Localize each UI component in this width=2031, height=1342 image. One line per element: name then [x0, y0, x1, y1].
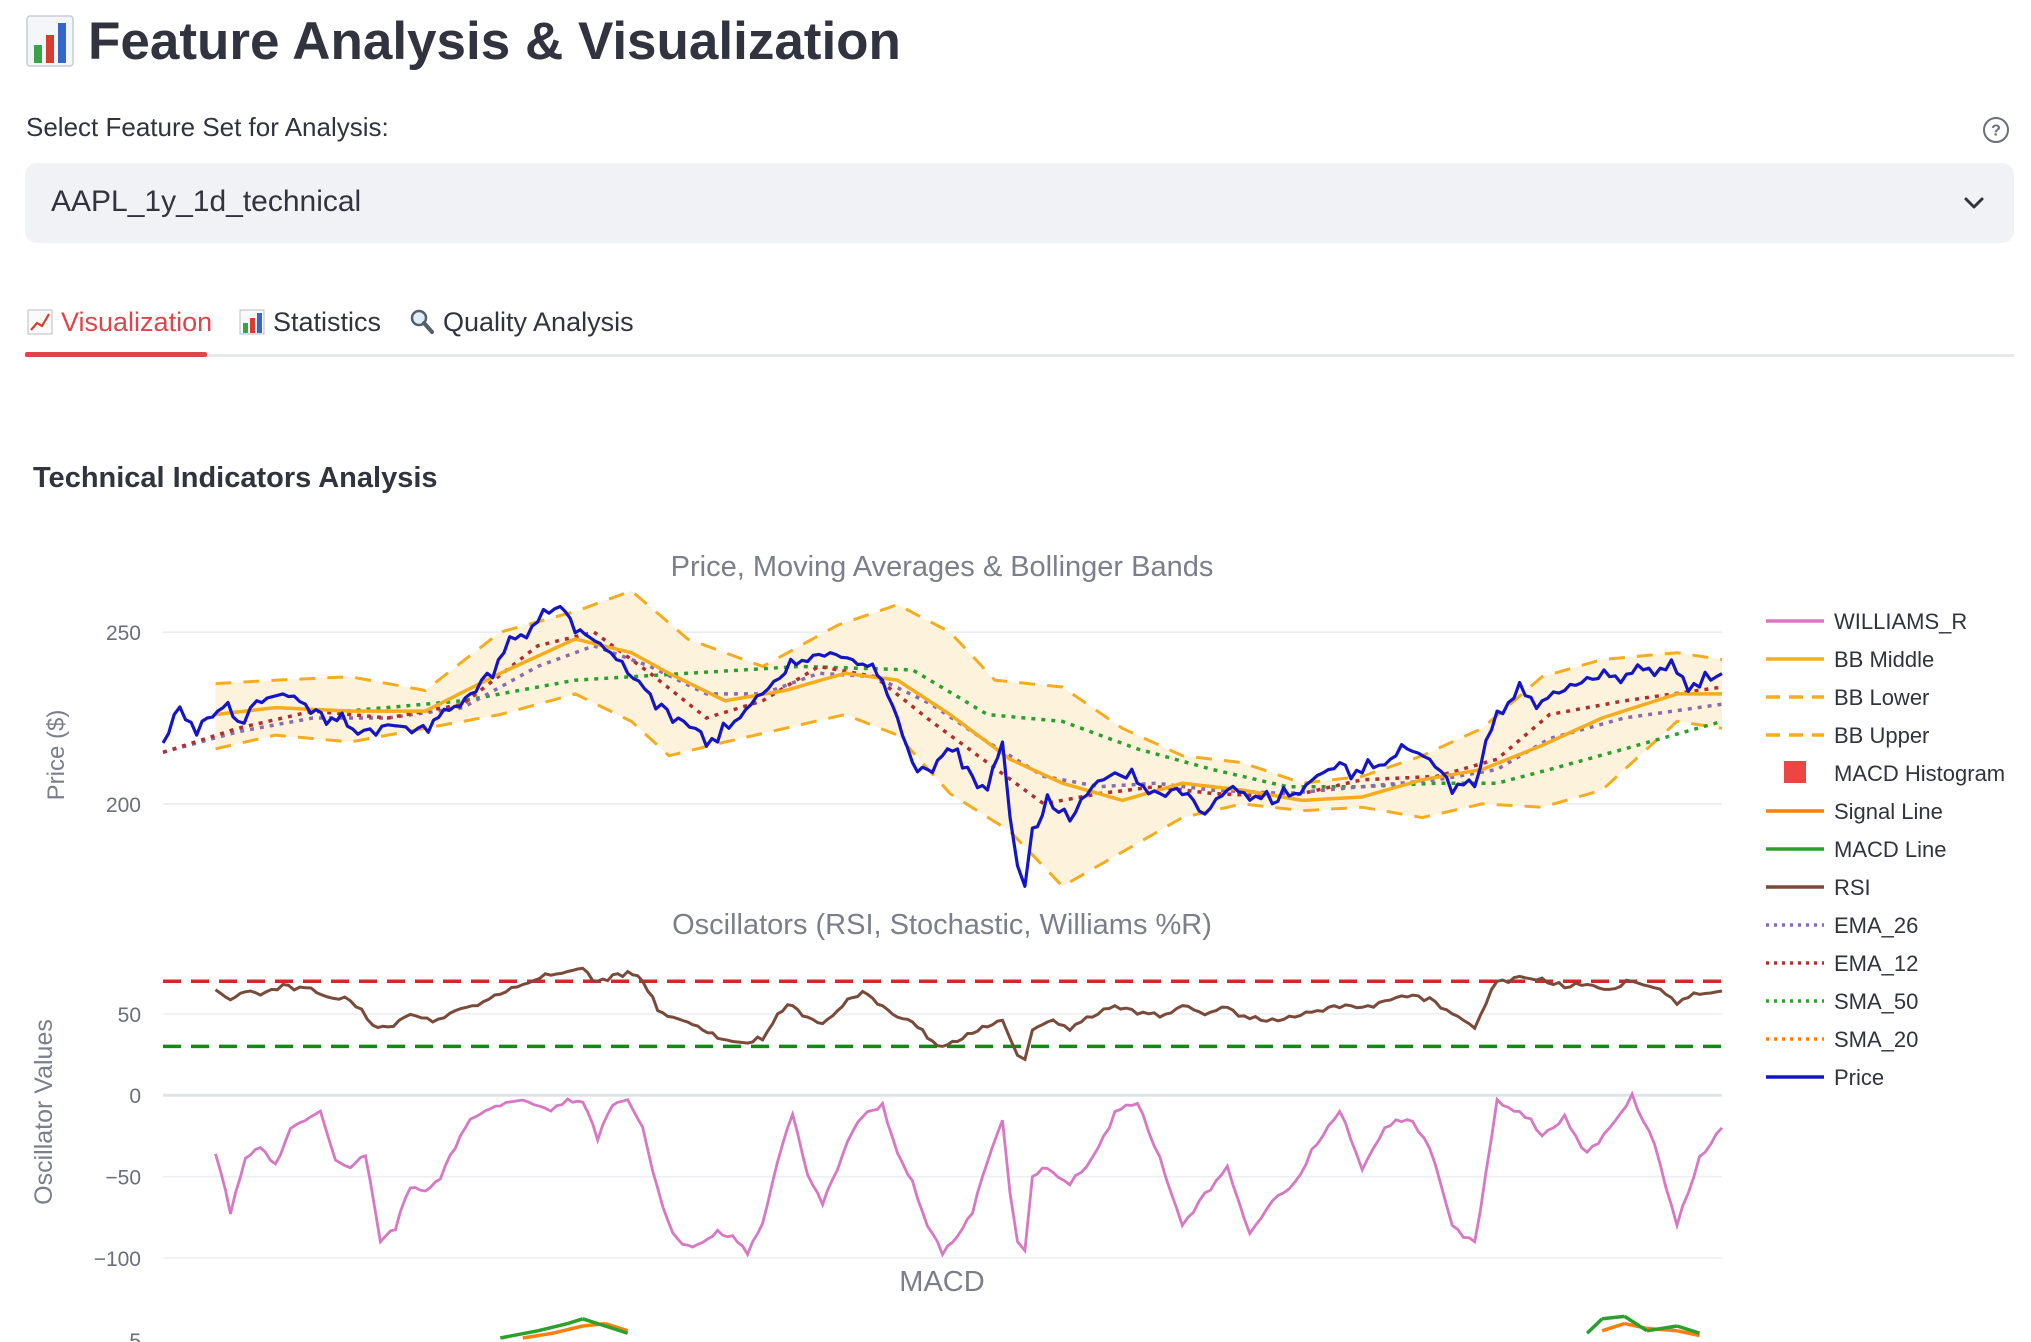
chart1-ytick-label: 250 — [106, 622, 141, 645]
chart2-ylabel: Oscillator Values — [30, 1019, 58, 1205]
legend-label-williams-r: WILLIAMS_R — [1834, 609, 1967, 634]
tab-statistics-label: Statistics — [273, 306, 382, 337]
chart2-ytick-label: 0 — [129, 1085, 141, 1108]
chart2-ytick-label: 50 — [118, 1004, 141, 1027]
legend-label-ema-12: EMA_12 — [1834, 951, 1918, 976]
tab-statistics[interactable]: Statistics — [239, 294, 381, 350]
legend-label-rsi: RSI — [1834, 875, 1871, 900]
chart-increasing-icon — [27, 309, 53, 335]
legend-label-bb-upper: BB Upper — [1834, 723, 1929, 748]
legend-label-sma-20: SMA_20 — [1834, 1027, 1918, 1052]
series-bb-middle — [215, 637, 1722, 803]
legend-label-macd-histogram: MACD Histogram — [1834, 761, 2005, 786]
page-title: Feature Analysis & Visualization — [26, 6, 901, 76]
bar-chart-icon — [26, 15, 74, 67]
series-bb-lower — [215, 692, 1723, 889]
tab-visualization-label: Visualization — [61, 306, 213, 337]
bollinger-band-fill — [215, 590, 1722, 887]
series-rsi — [214, 966, 1723, 1062]
chevron-down-icon[interactable] — [1960, 189, 1988, 217]
legend-label-ema-26: EMA_26 — [1834, 913, 1918, 938]
tab-bar-divider — [25, 354, 2014, 357]
svg-text:?: ? — [1991, 123, 2001, 140]
legend-label-bb-middle: BB Middle — [1834, 647, 1934, 672]
legend-label-bb-lower: BB Lower — [1834, 685, 1929, 710]
legend-label-signal-line: Signal Line — [1834, 799, 1943, 824]
legend-label-macd-line: MACD Line — [1834, 837, 1946, 862]
feature-set-select-value: AAPL_1y_1d_technical — [51, 185, 362, 218]
legend-swatch-macd-histogram — [1784, 761, 1806, 783]
chart2-ytick-label: −50 — [105, 1167, 141, 1190]
magnifier-icon — [410, 309, 434, 334]
active-tab-indicator — [25, 352, 207, 357]
chart2-ytick-label: −100 — [94, 1248, 141, 1271]
legend-label-sma-50: SMA_50 — [1834, 989, 1918, 1014]
help-circle-icon[interactable]: ? — [1982, 116, 2010, 144]
chart3-ytick-label: 5 — [129, 1330, 141, 1342]
bar-chart-icon — [239, 309, 265, 335]
legend-label-price: Price — [1834, 1065, 1884, 1090]
section-title: Technical Indicators Analysis — [33, 462, 438, 494]
page-title-text: Feature Analysis & Visualization — [88, 11, 901, 71]
series-macd-line — [499, 1314, 1701, 1340]
series-bb-upper — [215, 589, 1723, 785]
tab-quality-analysis-label: Quality Analysis — [443, 306, 634, 337]
tab-bar: Visualization Statistics Quality Analysi… — [25, 290, 2014, 358]
chart3-title: MACD — [899, 1266, 984, 1298]
feature-set-select[interactable]: AAPL_1y_1d_technical — [25, 163, 2014, 243]
select-label: Select Feature Set for Analysis: — [26, 112, 389, 142]
chart1-title: Price, Moving Averages & Bollinger Bands — [671, 551, 1214, 583]
chart2-title: Oscillators (RSI, Stochastic, Williams %… — [672, 909, 1212, 941]
chart1-ylabel: Price ($) — [43, 710, 70, 801]
series-williams-r — [214, 1090, 1724, 1258]
chart1-ytick-label: 200 — [106, 794, 141, 817]
series-signal-line — [522, 1321, 1700, 1340]
series-ema-26 — [162, 643, 1723, 796]
series-price — [161, 604, 1723, 888]
tab-visualization[interactable]: Visualization — [27, 294, 212, 350]
tab-quality-analysis[interactable]: Quality Analysis — [409, 294, 634, 350]
